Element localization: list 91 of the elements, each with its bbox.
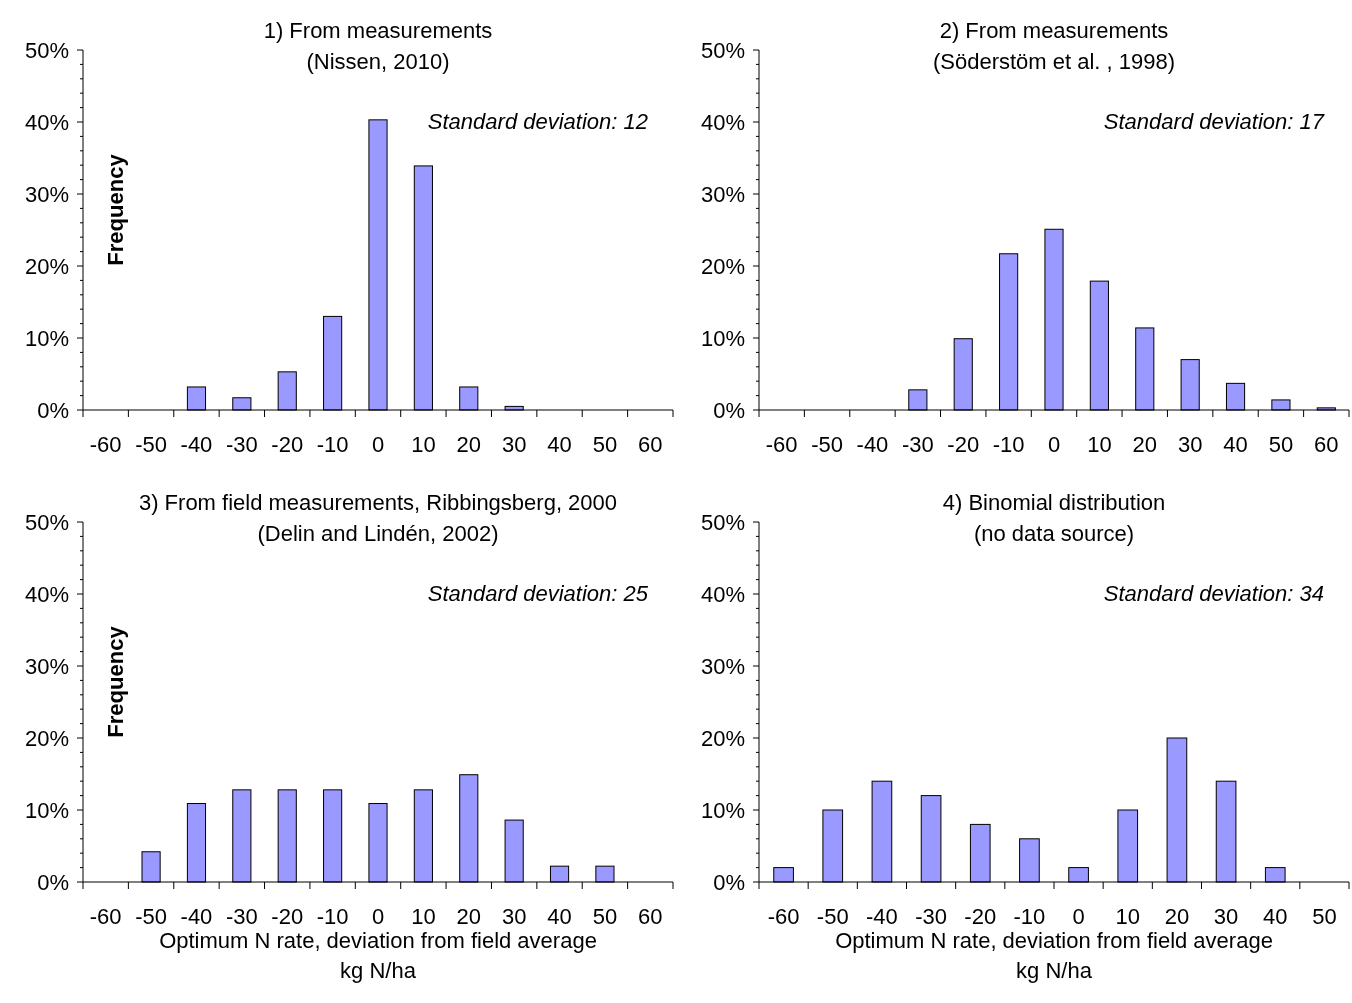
x-tick-label: -20 — [271, 432, 304, 457]
x-axis-title: Optimum N rate, deviation from field average kg N/ha — [835, 928, 1273, 983]
x-tick-label: -50 — [135, 432, 167, 457]
x-tick-label: 10 — [411, 904, 436, 929]
x-tick-label: -20 — [947, 432, 980, 457]
x-tick-label: 30 — [501, 904, 527, 929]
x-tick-label: 30 — [1213, 904, 1239, 929]
x-tick-label: -30 — [915, 904, 947, 929]
x-tick-label: 20 — [1132, 432, 1158, 457]
x-tick-label: 30 — [1177, 432, 1203, 457]
x-tick-label: -60 — [765, 432, 798, 457]
y-tick-label: 30% — [700, 653, 745, 679]
y-tick-label: 0% — [37, 397, 69, 423]
y-tick-label: 20% — [700, 725, 745, 751]
y-tick-label: 0% — [713, 397, 745, 423]
x-tick-label: -30 — [901, 432, 934, 457]
y-tick-label: 50% — [24, 509, 69, 535]
x-tick-label: -40 — [180, 904, 213, 929]
y-tick-label: 0% — [37, 869, 69, 895]
annotation: Standard deviation: 17 — [1103, 109, 1325, 134]
x-tick-label: 50 — [1268, 432, 1294, 457]
x-tick-label: 60 — [638, 432, 663, 457]
y-tick-label: 10% — [24, 797, 69, 823]
y-tick-label: 40% — [700, 109, 745, 135]
annotation: Standard deviation: 25 — [427, 581, 649, 606]
x-tick-label: 0 — [371, 432, 385, 457]
x-tick-label: 10 — [1115, 904, 1140, 929]
chart-subtitle: (Söderstöm et al. , 1998) — [932, 49, 1176, 74]
x-tick-label: 0 — [371, 904, 385, 929]
chart-subtitle: (Delin and Lindén, 2002) — [257, 521, 499, 546]
x-tick-label: -50 — [811, 432, 843, 457]
chart-title: 3) From field measurements, Ribbingsberg, 2000 — [138, 490, 618, 515]
x-tick-label: 50 — [592, 904, 618, 929]
y-axis-title: Frequency — [103, 153, 128, 266]
y-tick-label: 20% — [700, 253, 745, 279]
x-tick-label: 40 — [1223, 432, 1248, 457]
y-tick-label: 40% — [24, 109, 69, 135]
x-tick-label: 40 — [547, 432, 572, 457]
x-tick-label: 20 — [1164, 904, 1190, 929]
x-tick-label: -60 — [89, 432, 122, 457]
y-tick-label: 20% — [24, 725, 69, 751]
x-tick-label: -60 — [89, 904, 122, 929]
x-tick-label: 40 — [1263, 904, 1288, 929]
x-axis-title: Optimum N rate, deviation from field average kg N/ha — [159, 928, 597, 983]
y-tick-label: 40% — [24, 581, 69, 607]
y-axis-title: Frequency — [103, 625, 128, 738]
x-tick-label: 30 — [501, 432, 527, 457]
x-tick-label: 40 — [547, 904, 572, 929]
y-tick-label: 0% — [713, 869, 745, 895]
x-tick-label: -30 — [225, 904, 258, 929]
x-tick-label: 0 — [1047, 432, 1061, 457]
x-tick-label: -50 — [135, 904, 167, 929]
x-tick-label: 10 — [1087, 432, 1112, 457]
x-tick-label: -20 — [271, 904, 304, 929]
x-tick-label: 50 — [1312, 904, 1337, 929]
x-tick-label: -10 — [992, 432, 1025, 457]
y-tick-label: 40% — [700, 581, 745, 607]
x-tick-label: 10 — [411, 432, 436, 457]
x-tick-label: -20 — [964, 904, 997, 929]
y-tick-label: 50% — [700, 37, 745, 63]
x-tick-label: -10 — [316, 904, 349, 929]
annotation: Standard deviation: 12 — [427, 109, 648, 134]
x-tick-label: -40 — [180, 432, 213, 457]
x-tick-label: -10 — [316, 432, 349, 457]
x-tick-label: -60 — [767, 904, 800, 929]
x-tick-label: -40 — [856, 432, 889, 457]
y-tick-label: 20% — [24, 253, 69, 279]
y-tick-label: 30% — [700, 181, 745, 207]
x-tick-label: 60 — [1314, 432, 1339, 457]
y-tick-label: 10% — [700, 325, 745, 351]
chart-title: 4) Binomial distribution — [942, 490, 1166, 515]
chart-subtitle: (Nissen, 2010) — [306, 49, 450, 74]
x-tick-label: -10 — [1013, 904, 1046, 929]
y-tick-label: 50% — [24, 37, 69, 63]
chart-title: 1) From measurements — [263, 18, 493, 43]
x-tick-label: -40 — [866, 904, 898, 929]
y-tick-label: 30% — [24, 181, 69, 207]
y-tick-label: 10% — [24, 325, 69, 351]
x-tick-label: 20 — [456, 904, 482, 929]
y-tick-label: 10% — [700, 797, 745, 823]
x-tick-label: 60 — [638, 904, 663, 929]
y-tick-label: 30% — [24, 653, 69, 679]
chart-subtitle: (no data source) — [973, 521, 1135, 546]
chart-title: 2) From measurements — [939, 18, 1169, 43]
y-tick-label: 50% — [700, 509, 745, 535]
x-tick-label: 50 — [592, 432, 618, 457]
x-tick-label: 20 — [456, 432, 482, 457]
x-tick-label: 0 — [1072, 904, 1085, 929]
x-tick-label: -50 — [816, 904, 849, 929]
annotation: Standard deviation: 34 — [1103, 581, 1324, 606]
x-tick-label: -30 — [225, 432, 258, 457]
